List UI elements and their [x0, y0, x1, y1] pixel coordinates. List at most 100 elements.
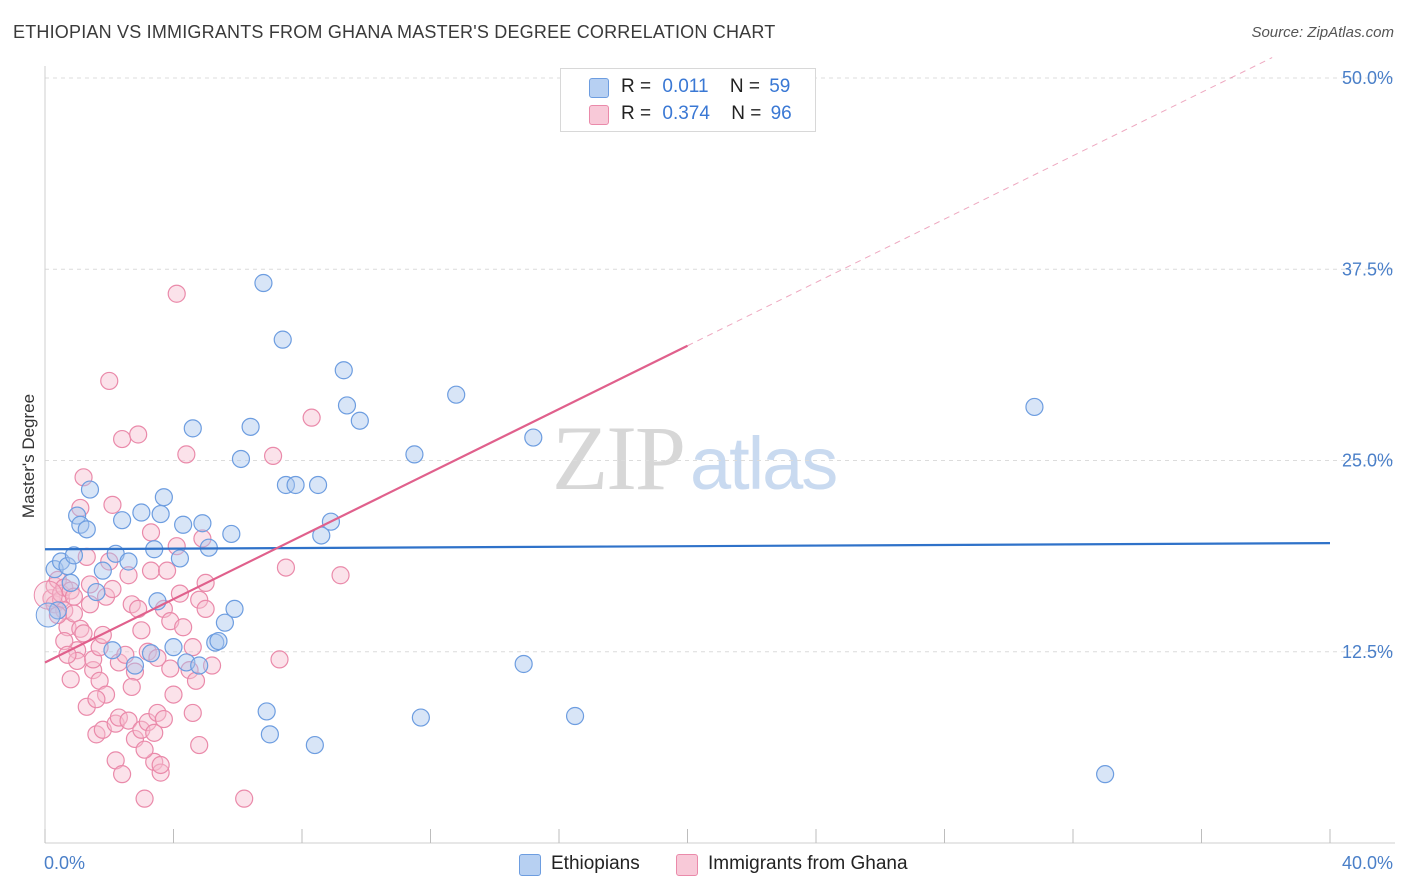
ethiopian-point	[215, 613, 234, 632]
y-tick-label: 12.5%	[1342, 642, 1393, 662]
ghana-point	[183, 638, 202, 657]
ghana-point	[183, 703, 202, 723]
trend-line-ethiopians	[44, 542, 1331, 551]
ghana-point	[122, 595, 141, 614]
ghana-point	[103, 495, 122, 514]
ethiopian-point	[308, 475, 328, 495]
ethiopian-point	[524, 428, 543, 447]
ghana-point	[148, 648, 167, 667]
ghana-point	[263, 446, 283, 466]
legend-swatch-blue	[589, 78, 609, 98]
ghana-point	[68, 651, 87, 671]
ethiopian-point	[174, 515, 193, 534]
trend-lines	[44, 57, 1331, 664]
ethiopian-point	[93, 561, 112, 580]
ghana-point	[154, 709, 173, 729]
ghana-point	[119, 711, 138, 730]
ethiopian-point	[64, 546, 84, 565]
ethiopian-point	[71, 515, 90, 534]
watermark-zip: ZIP	[552, 407, 686, 509]
ghana-point	[129, 599, 148, 619]
ghana-point	[135, 789, 154, 808]
ethiopian-point	[183, 419, 202, 438]
legend-r-value: 0.011	[662, 76, 709, 97]
ghana-point	[64, 587, 84, 606]
ghana-point	[190, 735, 209, 755]
ethiopian-point-cluster	[35, 602, 61, 628]
ethiopian-point	[164, 638, 183, 657]
ethiopian-point	[190, 656, 209, 675]
ghana-point	[64, 604, 84, 623]
ghana-point	[141, 523, 161, 542]
ethiopian-point	[231, 449, 251, 469]
series-ethiopians-points	[35, 273, 1115, 784]
legend-n-value: 96	[770, 103, 792, 124]
ethiopian-point	[257, 702, 276, 721]
legend-n-label: N =	[729, 76, 760, 97]
ghana-point	[276, 558, 296, 577]
ghana-point	[151, 755, 170, 775]
ethiopian-point	[514, 654, 533, 674]
ghana-point	[190, 590, 209, 609]
ethiopian-point	[254, 273, 273, 293]
x-tick-label-max: 40.0%	[1342, 853, 1393, 873]
axes	[44, 66, 1395, 844]
ethiopian-point	[141, 644, 161, 663]
stats-legend: R = 0.011 N = 59 R = 0.374 N = 96	[560, 68, 816, 132]
watermark: ZIPatlas	[552, 405, 838, 511]
ghana-point	[235, 789, 254, 808]
ghana-point	[145, 723, 164, 742]
ethiopian-point	[286, 475, 305, 495]
ethiopian-point	[125, 656, 145, 675]
ghana-point	[167, 284, 186, 303]
ethiopian-point	[337, 396, 357, 415]
ghana-point	[125, 662, 145, 681]
ghana-point	[122, 677, 141, 697]
ghana-point	[164, 685, 183, 704]
ghana-point	[48, 605, 67, 625]
legend-r-label: R =	[621, 103, 652, 124]
ethiopian-point	[405, 445, 424, 464]
ethiopian-point	[193, 514, 212, 533]
ghana-point	[302, 408, 321, 427]
ghana-point	[119, 566, 138, 585]
grid-lines	[45, 77, 1395, 653]
ethiopian-point	[209, 631, 228, 651]
ethiopian-point	[260, 725, 279, 744]
ghana-point	[186, 671, 206, 690]
ethiopian-point	[305, 735, 324, 755]
ghana-point	[77, 697, 96, 716]
legend-n-label: N =	[731, 103, 762, 124]
ghana-point	[177, 445, 196, 464]
ghana-point	[135, 740, 154, 759]
ethiopian-point	[411, 708, 430, 727]
chart-source: Source: ZipAtlas.com	[1251, 24, 1394, 41]
ghana-point	[87, 725, 106, 744]
ethiopian-point	[222, 524, 241, 544]
ghana-point	[112, 429, 132, 449]
ethiopian-point	[350, 411, 369, 430]
ethiopian-point	[241, 417, 260, 436]
ghana-point	[193, 529, 212, 548]
ethiopian-point	[447, 385, 466, 404]
ghana-point	[96, 685, 116, 704]
ghana-point	[151, 763, 170, 782]
ethiopian-point	[1096, 765, 1115, 784]
ghana-point	[132, 621, 151, 640]
ghana-point	[196, 599, 215, 619]
bottom-legend-label-ghana: Immigrants from Ghana	[708, 853, 908, 874]
ghana-point	[61, 670, 80, 689]
ghana-point	[141, 561, 161, 580]
ethiopian-point	[276, 475, 296, 495]
legend-r-label: R =	[621, 76, 652, 97]
ethiopian-point	[170, 549, 190, 568]
ghana-point	[87, 690, 106, 709]
legend-n-value: 59	[769, 76, 791, 97]
legend-swatch-pink	[589, 105, 609, 125]
x-tick-label-min: 0.0%	[44, 853, 85, 873]
ethiopian-point	[225, 599, 244, 619]
trend-line-ghana	[44, 344, 688, 664]
ghana-point	[161, 659, 180, 678]
ethiopian-point	[80, 480, 100, 499]
ethiopian-point	[565, 706, 585, 726]
